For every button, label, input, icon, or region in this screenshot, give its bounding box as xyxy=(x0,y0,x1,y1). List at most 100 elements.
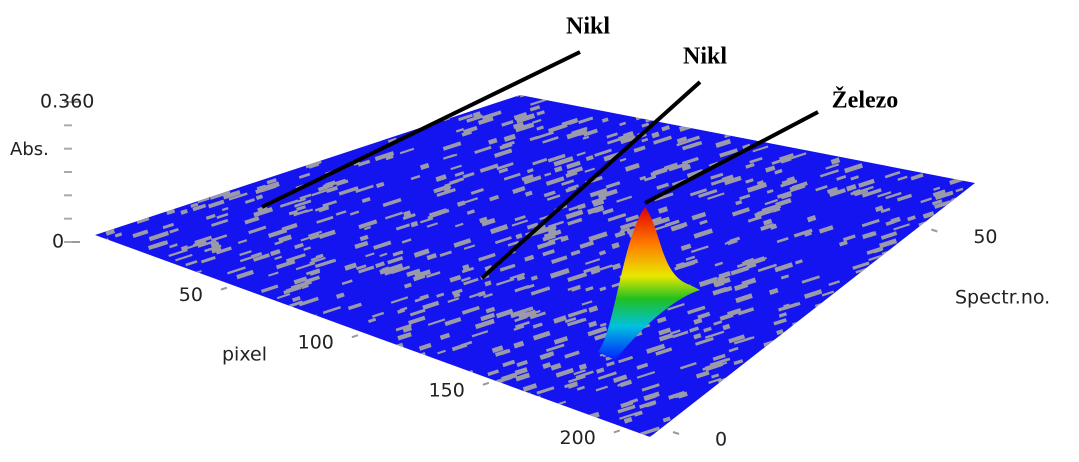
texture-speck xyxy=(509,272,525,280)
texture-speck xyxy=(337,102,346,110)
texture-speck xyxy=(532,118,542,124)
texture-speck xyxy=(741,383,761,394)
texture-speck xyxy=(130,190,151,200)
texture-speck xyxy=(95,142,110,151)
texture-speck xyxy=(237,239,248,245)
texture-speck xyxy=(576,151,586,157)
texture-speck xyxy=(544,172,552,177)
texture-speck xyxy=(780,179,798,188)
texture-speck xyxy=(395,323,412,332)
texture-speck xyxy=(211,218,229,227)
texture-speck xyxy=(499,410,515,417)
texture-speck xyxy=(129,143,146,152)
texture-speck xyxy=(268,408,282,417)
texture-speck xyxy=(675,261,685,268)
texture-speck xyxy=(358,265,375,274)
texture-speck xyxy=(794,338,804,345)
texture-speck xyxy=(387,405,400,413)
texture-speck xyxy=(126,266,147,276)
texture-speck xyxy=(943,332,953,339)
texture-speck xyxy=(176,347,196,357)
texture-speck xyxy=(472,409,481,415)
texture-speck xyxy=(195,153,207,159)
texture-speck xyxy=(355,95,365,98)
texture-speck xyxy=(96,155,104,160)
texture-speck xyxy=(635,110,654,121)
texture-speck xyxy=(501,119,514,127)
texture-speck xyxy=(530,286,551,296)
texture-speck xyxy=(497,422,517,432)
texture-speck xyxy=(529,135,539,142)
texture-speck xyxy=(142,390,160,401)
texture-speck xyxy=(108,317,123,326)
texture-speck xyxy=(878,238,898,249)
texture-speck xyxy=(515,372,531,382)
texture-speck xyxy=(902,385,912,393)
texture-speck xyxy=(847,285,867,296)
texture-speck xyxy=(565,170,578,178)
texture-speck xyxy=(773,318,787,326)
texture-speck xyxy=(489,224,509,235)
texture-speck xyxy=(400,95,421,102)
texture-speck xyxy=(870,420,886,428)
texture-speck xyxy=(360,428,373,435)
texture-speck xyxy=(774,262,794,273)
texture-speck xyxy=(656,316,667,324)
texture-speck xyxy=(899,351,908,357)
texture-speck xyxy=(542,249,555,257)
texture-speck xyxy=(837,420,851,428)
texture-speck xyxy=(187,410,202,419)
texture-speck xyxy=(513,112,528,121)
texture-speck xyxy=(706,392,714,399)
texture-speck xyxy=(925,145,936,151)
texture-speck xyxy=(561,179,575,186)
texture-speck xyxy=(937,387,955,397)
texture-speck xyxy=(496,277,515,286)
texture-speck xyxy=(317,185,328,192)
texture-speck xyxy=(483,293,493,299)
texture-speck xyxy=(789,128,801,136)
texture-speck xyxy=(703,411,715,419)
texture-speck xyxy=(689,432,704,437)
texture-speck xyxy=(447,418,464,428)
texture-speck xyxy=(179,172,188,180)
texture-speck xyxy=(636,371,656,379)
texture-speck xyxy=(836,175,847,181)
texture-speck xyxy=(162,137,172,144)
texture-speck xyxy=(192,164,201,170)
texture-speck xyxy=(462,171,475,179)
texture-speck xyxy=(454,171,465,177)
texture-speck xyxy=(963,249,971,257)
texture-speck xyxy=(715,357,731,365)
texture-speck xyxy=(514,321,530,329)
texture-speck xyxy=(135,89,143,94)
texture-speck xyxy=(449,274,462,283)
texture-speck xyxy=(146,108,159,117)
texture-speck xyxy=(190,202,199,208)
texture-speck xyxy=(858,410,869,417)
texture-speck xyxy=(617,381,629,387)
texture-speck xyxy=(826,186,839,194)
texture-speck xyxy=(169,227,179,234)
texture-speck xyxy=(641,122,650,128)
texture-speck xyxy=(546,194,561,201)
texture-speck xyxy=(233,408,254,419)
texture-speck xyxy=(370,401,382,407)
texture-speck xyxy=(959,410,969,416)
texture-speck xyxy=(410,220,419,228)
texture-speck xyxy=(200,255,216,264)
texture-speck xyxy=(717,95,726,98)
texture-speck xyxy=(949,348,970,358)
texture-speck xyxy=(671,422,684,431)
texture-speck xyxy=(120,137,133,144)
texture-speck xyxy=(791,181,808,190)
texture-speck xyxy=(607,213,627,222)
texture-speck xyxy=(375,181,385,189)
texture-speck xyxy=(239,250,252,257)
texture-speck xyxy=(215,246,232,255)
texture-speck xyxy=(232,404,241,409)
texture-speck xyxy=(367,98,376,104)
texture-speck xyxy=(833,374,843,382)
texture-speck xyxy=(491,345,504,354)
texture-speck xyxy=(294,199,312,208)
